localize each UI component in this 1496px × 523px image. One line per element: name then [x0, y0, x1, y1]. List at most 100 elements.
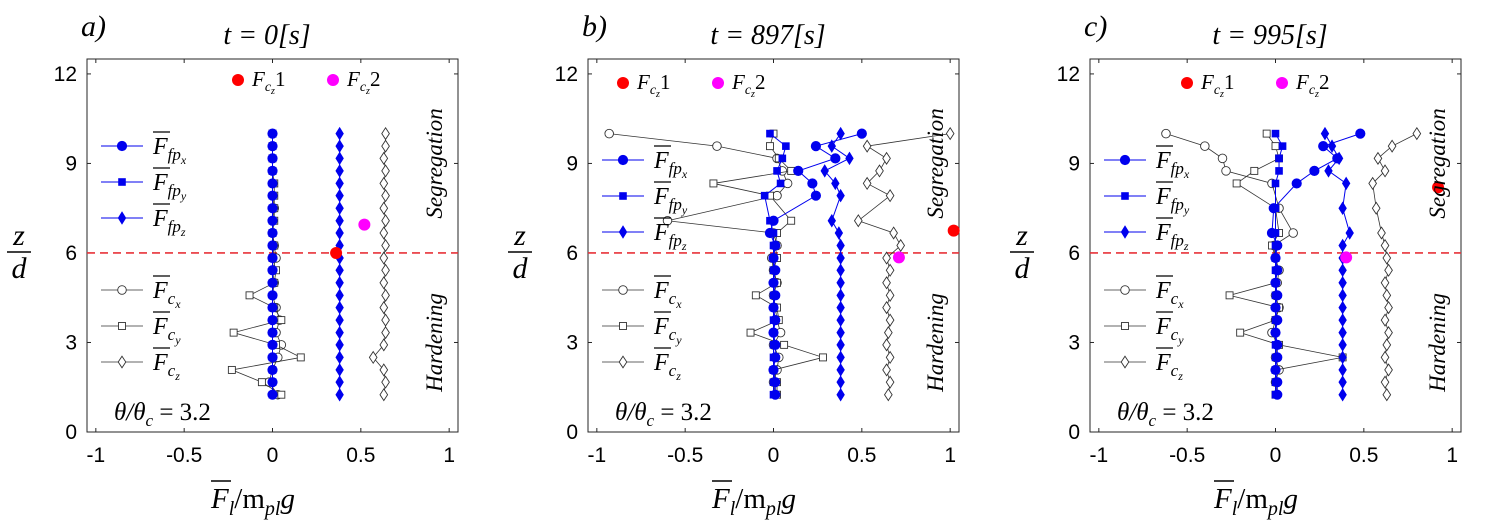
data-point-Fc_z — [381, 313, 390, 327]
data-point-Ffp_y — [1275, 167, 1283, 175]
y-axis-label: zd — [508, 219, 532, 285]
data-point-Ffp_x — [1268, 203, 1279, 214]
legend-marker-Fc_z — [117, 355, 127, 369]
data-point-Ffp_x — [267, 377, 278, 388]
data-point-Fc_z — [379, 363, 389, 377]
data-point-Ffp_x — [768, 302, 779, 313]
data-point-Fc_y — [227, 365, 236, 374]
data-point-Fc_z — [1380, 276, 1390, 290]
data-point-Fc_z — [368, 350, 378, 365]
data-point-Fc_z — [853, 214, 863, 228]
data-point-Fc_z — [882, 151, 891, 165]
legend-series-label: Fcx — [653, 278, 682, 311]
y-tick-label: 12 — [555, 63, 578, 86]
theta-label: θ/θc = 3.2 — [114, 399, 211, 430]
data-point-Ffp_z — [836, 338, 845, 352]
data-point-Ffp_x — [770, 240, 781, 251]
legend-marker-Fc_y — [619, 322, 627, 330]
svg-text:d: d — [12, 252, 28, 285]
data-point-Ffp_x — [856, 128, 867, 139]
data-point-Ffp_z — [1338, 375, 1347, 389]
x-tick-label: 0 — [768, 444, 780, 467]
legend-series-label: Fcx — [152, 278, 181, 311]
data-point-Fc_z — [1384, 300, 1393, 315]
data-point-Ffp_x — [1272, 290, 1283, 301]
data-point-Ffp_z — [836, 238, 845, 253]
data-point-Ffp_x — [267, 352, 278, 363]
data-point-Fc_y — [787, 216, 796, 225]
y-tick-label: 6 — [1068, 242, 1080, 265]
legend-points: Fcz1 Fcz2 — [232, 67, 380, 97]
data-point-Fc_z — [379, 300, 389, 315]
zone-label-segregation: Segregation — [1425, 108, 1450, 218]
legend-point-label: Fcz1 — [1200, 70, 1234, 100]
data-point-Fc_y — [1232, 179, 1241, 188]
data-point-Fc_x — [1217, 153, 1228, 164]
data-point-Ffp_z — [1338, 313, 1347, 327]
y-tick-label: 3 — [1068, 331, 1080, 354]
data-point-Ffp_x — [768, 252, 779, 264]
data-point-Fc_z — [381, 214, 390, 228]
data-point-Fc_z — [885, 189, 895, 203]
data-point-Fc_z — [379, 176, 389, 191]
data-point-Ffp_z — [1345, 226, 1354, 240]
data-point-Ffp_z — [335, 300, 344, 315]
data-point-Ffp_x — [267, 215, 278, 226]
data-point-Fc_z — [885, 288, 895, 302]
data-point-Ffp_x — [267, 290, 278, 301]
data-point-Ffp_z — [834, 226, 844, 240]
series-line-Fc_z — [1372, 133, 1418, 395]
data-point-Ffp_x — [267, 178, 278, 189]
data-point-Fc_z — [1373, 151, 1383, 165]
legend-series-label: Ffpy — [653, 184, 688, 217]
data-point-Ffp_x — [267, 389, 278, 400]
data-point-Ffp_z — [335, 325, 344, 340]
data-point-Fc_z — [379, 201, 389, 215]
data-point-Fc_z — [381, 139, 390, 153]
data-point-Fc_y — [245, 291, 254, 300]
data-point-Ffp_z — [335, 201, 344, 215]
data-point-Ffp_z — [335, 387, 344, 402]
data-point-Fc_y — [296, 353, 305, 362]
data-point-Ffp_y — [1271, 129, 1280, 138]
y-tick-label: 9 — [65, 152, 77, 175]
data-point-Ffp_x — [1266, 227, 1278, 239]
data-point-Fc_z — [1380, 313, 1390, 327]
data-point-Ffp_z — [827, 213, 836, 228]
data-point-Fc_z — [1382, 338, 1392, 352]
data-point-Fc_z — [381, 126, 390, 141]
data-point-Fc_z — [945, 126, 955, 141]
data-point-Ffp_x — [267, 141, 278, 152]
data-point-Ffp_z — [335, 363, 344, 377]
data-point-Ffp_x — [1291, 178, 1302, 189]
data-point-Ffp_z — [335, 176, 344, 191]
data-point-Ffp_z — [836, 288, 845, 303]
data-point-Ffp_x — [770, 377, 781, 388]
x-tick-label: -0.5 — [1169, 444, 1205, 467]
x-tick-label: -0.5 — [166, 444, 202, 467]
chart-panel-2: -1 -0.5 0 0.5 1 0 3 6 9 12b) t = 897[s] zd Fl/mplg θ/… — [508, 10, 960, 520]
data-point-Fc_z — [379, 151, 389, 165]
data-point-Ffp_y — [1271, 179, 1280, 188]
data-point-Ffp_z — [1338, 387, 1347, 402]
legend-series-label: Fcx — [1155, 278, 1184, 311]
data-point-Ffp_x — [267, 190, 278, 201]
data-point-Ffp_x — [770, 290, 781, 301]
data-point-Fc_y — [1236, 328, 1245, 337]
data-point-Ffp_z — [820, 164, 829, 178]
data-point-Ffp_x — [770, 315, 781, 326]
x-axis-label: Fl/mplg — [210, 483, 295, 520]
data-point-Fc_z — [381, 375, 390, 389]
y-tick-label: 6 — [566, 242, 578, 265]
data-point-Fc_z — [862, 176, 872, 191]
y-tick-label: 0 — [566, 421, 578, 444]
x-tick-label: 1 — [944, 444, 956, 467]
legend-marker-Ffp_z — [618, 225, 628, 239]
legend-series-label: Fcz — [653, 350, 681, 383]
series-line-Ffp_z — [823, 133, 851, 395]
data-point-Fc_z — [885, 263, 895, 277]
data-point-Ffp_z — [335, 350, 344, 365]
data-point-Fc_y — [1271, 142, 1280, 151]
